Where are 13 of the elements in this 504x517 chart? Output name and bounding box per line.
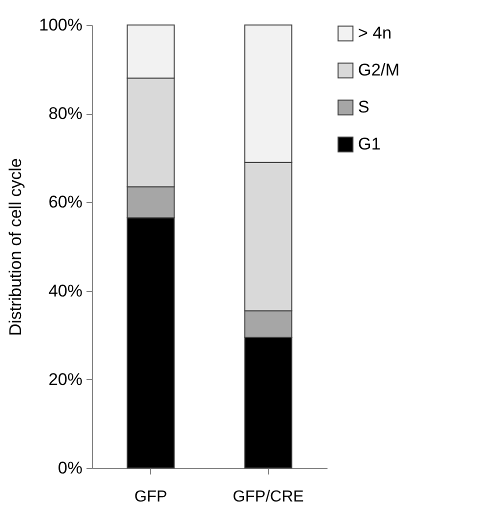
y-axis-title: Distribution of cell cycle — [6, 158, 26, 336]
legend-label: G2/M — [358, 60, 400, 80]
y-tick-label: 0% — [58, 458, 82, 478]
legend-label: S — [358, 98, 370, 116]
y-tick-label: 60% — [48, 192, 82, 212]
y-tick-label: 100% — [39, 16, 82, 34]
y-tick-label: 40% — [48, 281, 82, 300]
legend-label: G1 — [358, 134, 381, 154]
x-tick-label: GFP/CRE — [232, 488, 304, 506]
x-tick-label: GFP — [134, 488, 168, 506]
y-tick-label: 20% — [48, 370, 82, 389]
legend-label: > 4n — [358, 24, 392, 42]
y-tick-label: 80% — [48, 104, 82, 124]
